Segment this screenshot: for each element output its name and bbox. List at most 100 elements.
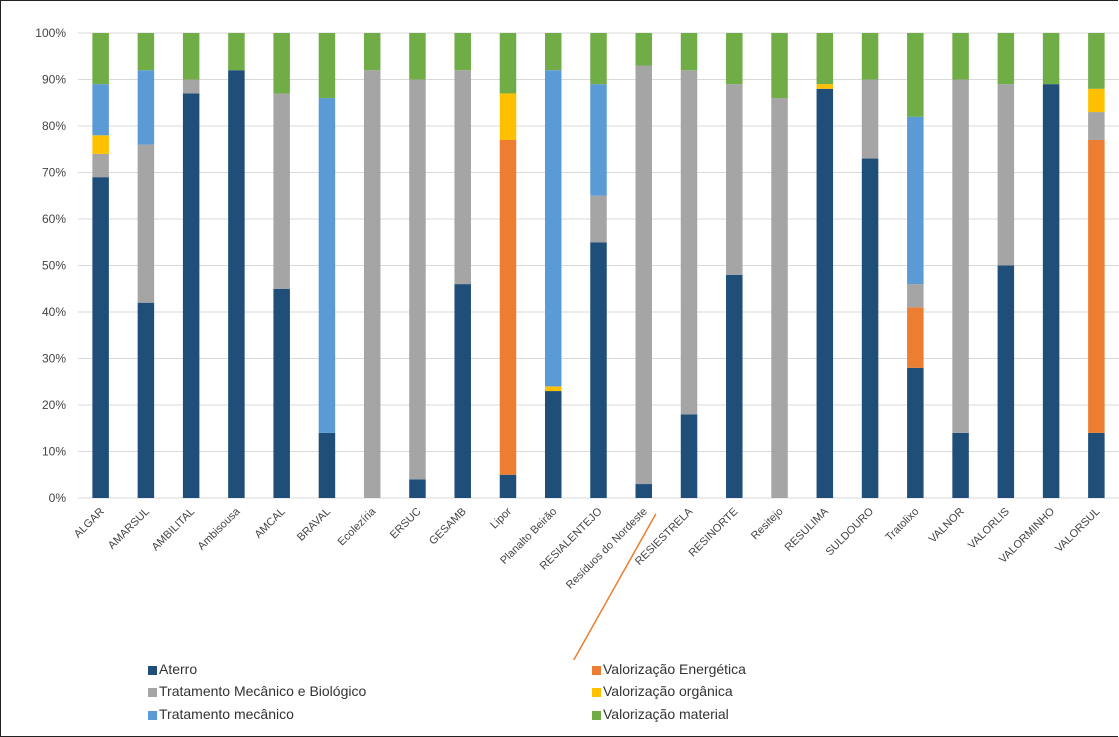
y-tick-label: 50%: [42, 259, 66, 273]
bar-segment: [499, 139, 517, 475]
bar-segment: [952, 33, 969, 80]
bar-segment: [363, 33, 381, 71]
bar-segment: [137, 33, 155, 71]
y-tick-label: 70%: [42, 166, 66, 180]
x-tick-label: Resitejo: [749, 506, 786, 543]
bar-segment: [92, 177, 109, 498]
bar-segment: [273, 288, 290, 498]
bar-segment: [454, 70, 471, 285]
legend: Aterro Valorização Energética Tratamento M…: [148, 661, 746, 722]
bar-segment: [454, 33, 471, 71]
bar-segment: [92, 33, 109, 85]
bar-segment: [318, 98, 336, 433]
x-tick-label: BRAVAL: [295, 506, 333, 544]
bar-segment: [861, 33, 879, 80]
bar-segment: [92, 135, 109, 154]
bar-segment: [816, 84, 834, 89]
legend-label: Tratamento mecânico: [159, 706, 294, 722]
y-tick-label: 30%: [42, 352, 66, 366]
legend-swatch: [592, 711, 601, 720]
bar-segment: [1042, 84, 1060, 499]
bar-segment: [499, 474, 517, 498]
x-tick-label: Tratolixo: [883, 506, 921, 544]
bar-segment: [137, 144, 155, 303]
bar-segment: [454, 284, 471, 498]
bar-segment: [182, 79, 200, 94]
x-tick-label: SULDOURO: [824, 505, 877, 558]
bar-segment: [544, 33, 562, 71]
x-tick-label: Lipor: [488, 505, 514, 531]
bar-segment: [544, 386, 562, 392]
bar-segment: [409, 79, 426, 480]
y-tick-label: 40%: [42, 305, 66, 319]
bar-segment: [182, 93, 200, 498]
y-axis: 0% 10% 20% 30% 40% 50% 60% 70% 80% 90% 100%: [35, 26, 66, 505]
bar-segment: [816, 33, 834, 85]
bar-segment: [590, 33, 607, 85]
bar-segment: [635, 65, 653, 485]
bar-segment: [499, 33, 517, 94]
bar-segment: [680, 33, 698, 71]
bar-segment: [680, 70, 698, 415]
bar-segment: [137, 302, 155, 498]
bar-segment: [1088, 33, 1105, 89]
legend-label: Valorização orgânica: [603, 683, 733, 699]
bar-segment: [907, 33, 924, 117]
legend-swatch: [592, 666, 601, 675]
bar-segment: [273, 33, 290, 94]
annotation: [573, 513, 657, 661]
bar-segment: [499, 93, 517, 140]
bar-segment: [363, 70, 381, 498]
x-tick-label: RESULIMA: [783, 505, 832, 554]
bar-segment: [590, 195, 607, 243]
bar-segment: [635, 33, 653, 66]
bar-segment: [544, 70, 562, 387]
bar-segment: [771, 33, 788, 99]
bar-segment: [907, 284, 924, 308]
y-tick-label: 80%: [42, 119, 66, 133]
bar-segment: [1088, 432, 1105, 498]
bar-segment: [997, 33, 1015, 85]
bar-segment: [318, 33, 336, 99]
y-tick-label: 90%: [42, 73, 66, 87]
bar-segment: [907, 307, 924, 368]
bar-segment: [228, 33, 245, 71]
bar-segment: [137, 70, 155, 145]
bar-segment: [409, 33, 426, 80]
bar-segment: [952, 79, 969, 433]
bars: [92, 33, 1105, 499]
x-tick-label: Ecolezíria: [336, 505, 379, 548]
legend-label: Aterro: [159, 661, 197, 677]
y-tick-label: 20%: [42, 398, 66, 412]
x-tick-label: ERSUC: [388, 506, 424, 542]
legend-label: Valorização Energética: [603, 661, 746, 677]
bar-segment: [1088, 139, 1105, 433]
bar-segment: [228, 70, 245, 498]
bar-segment: [771, 98, 788, 498]
bar-segment: [952, 432, 969, 498]
bar-segment: [544, 391, 562, 498]
bar-segment: [816, 88, 834, 499]
legend-swatch: [148, 711, 157, 720]
y-tick-label: 100%: [35, 26, 66, 40]
bar-segment: [318, 432, 336, 498]
legend-label: Valorização material: [603, 706, 729, 722]
bar-segment: [635, 484, 653, 498]
annotation-slash: [573, 513, 657, 661]
bar-segment: [1042, 33, 1060, 85]
bar-segment: [92, 84, 109, 136]
bar-segment: [1088, 112, 1105, 140]
bar-segment: [680, 414, 698, 498]
x-tick-label: VALORSUL: [1053, 506, 1102, 555]
x-tick-label: GESAMB: [427, 506, 469, 548]
bar-segment: [590, 242, 607, 498]
bar-segment: [997, 84, 1015, 266]
x-tick-label: ALGAR: [72, 506, 107, 541]
legend-swatch: [148, 666, 157, 675]
y-tick-label: 10%: [42, 445, 66, 459]
bar-segment: [861, 79, 879, 159]
x-tick-label: AMBILITAL: [150, 506, 198, 554]
bar-segment: [1088, 88, 1105, 113]
x-tick-label: VALNOR: [927, 506, 967, 546]
